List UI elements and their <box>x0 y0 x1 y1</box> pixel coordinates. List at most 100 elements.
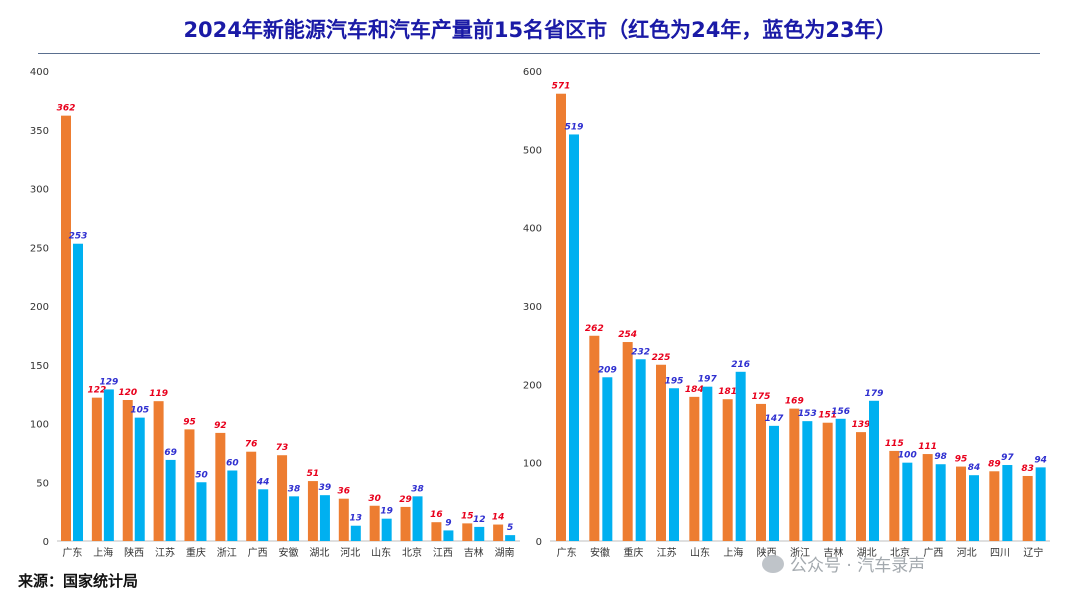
x-tick-label: 山东 <box>690 546 710 559</box>
y-tick-label: 300 <box>30 185 49 196</box>
data-label-2024: 111 <box>918 442 937 452</box>
data-label-2024: 95 <box>955 455 968 465</box>
data-label-2024: 30 <box>368 494 381 504</box>
bar-2023 <box>505 535 516 541</box>
data-label-2023: 253 <box>69 232 88 242</box>
bar-2023 <box>474 526 485 541</box>
bar-2023 <box>635 359 646 541</box>
bar-2024 <box>338 498 349 541</box>
y-tick-label: 0 <box>43 537 49 548</box>
data-label-2024: 571 <box>552 82 571 92</box>
bar-2024 <box>722 399 733 541</box>
bar-2023 <box>969 475 979 541</box>
y-tick-label: 300 <box>523 302 542 313</box>
bar-2024 <box>689 396 700 541</box>
bar-2024 <box>400 506 411 541</box>
data-label-2024: 83 <box>1021 464 1034 474</box>
bar-2023 <box>319 495 330 541</box>
x-tick-label: 江西 <box>433 547 453 559</box>
x-tick-label: 山东 <box>371 546 391 559</box>
bar-2024 <box>922 454 933 541</box>
data-label-2023: 105 <box>130 406 149 416</box>
data-label-2024: 119 <box>149 389 168 399</box>
bar-2024 <box>369 505 380 541</box>
x-tick-label: 安徽 <box>590 546 610 559</box>
data-label-2024: 122 <box>87 386 106 396</box>
y-tick-label: 200 <box>30 302 49 313</box>
data-label-2023: 12 <box>473 515 486 525</box>
bar-2023 <box>73 243 83 541</box>
data-label-2023: 195 <box>665 376 684 386</box>
x-tick-label: 安徽 <box>279 546 299 559</box>
wechat-icon <box>762 554 784 573</box>
data-label-2023: 97 <box>1001 453 1014 463</box>
data-label-2024: 362 <box>57 104 76 114</box>
bar-2024 <box>656 364 666 541</box>
y-tick-label: 600 <box>523 67 542 78</box>
y-tick-label: 400 <box>523 224 542 235</box>
data-label-2023: 216 <box>731 360 750 370</box>
x-tick-label: 吉林 <box>823 546 843 559</box>
bar-2024 <box>1022 475 1033 541</box>
bar-2023 <box>134 417 145 541</box>
data-label-2024: 36 <box>338 487 351 497</box>
x-tick-label: 河北 <box>340 547 360 559</box>
y-tick-label: 200 <box>523 380 542 391</box>
bar-2024 <box>91 397 102 541</box>
bar-2023 <box>1035 467 1046 541</box>
y-tick-label: 100 <box>30 420 49 431</box>
bar-2023 <box>869 400 879 541</box>
data-label-2023: 39 <box>319 483 332 493</box>
data-label-2024: 262 <box>585 324 604 334</box>
x-tick-label: 吉林 <box>464 546 484 559</box>
title-divider <box>38 53 1040 54</box>
x-tick-label: 湖北 <box>309 547 329 559</box>
data-label-2024: 92 <box>214 421 227 431</box>
source-note: 来源：国家统计局 <box>18 572 139 590</box>
bar-2024 <box>789 408 800 541</box>
data-label-2023: 44 <box>256 477 270 487</box>
data-label-2023: 84 <box>968 463 981 473</box>
data-label-2023: 19 <box>380 507 393 517</box>
data-label-2023: 147 <box>765 414 785 424</box>
data-label-2023: 98 <box>934 452 947 462</box>
data-label-2024: 29 <box>399 495 412 505</box>
bar-2024 <box>277 455 288 541</box>
data-label-2023: 38 <box>411 484 424 494</box>
data-label-2023: 209 <box>598 365 617 375</box>
bar-2024 <box>184 429 195 541</box>
data-label-2023: 69 <box>164 448 177 458</box>
bar-2024 <box>153 401 164 541</box>
data-label-2023: 5 <box>507 523 513 533</box>
data-label-2024: 151 <box>818 411 837 421</box>
bar-2023 <box>165 459 176 541</box>
bar-2023 <box>569 134 579 541</box>
y-tick-label: 50 <box>36 478 49 489</box>
data-label-2023: 50 <box>195 470 208 480</box>
bar-2023 <box>735 371 746 541</box>
x-tick-label: 广东 <box>557 546 577 559</box>
bar-2023 <box>1002 465 1013 541</box>
bar-2024 <box>462 523 473 541</box>
bar-2023 <box>412 496 423 541</box>
data-label-2024: 139 <box>852 420 871 430</box>
bar-2024 <box>889 450 900 541</box>
data-label-2024: 16 <box>430 510 443 520</box>
bar-2024 <box>989 471 1000 541</box>
x-tick-label: 重庆 <box>186 546 206 559</box>
x-tick-label: 重庆 <box>623 546 643 559</box>
bar-2024 <box>556 93 566 541</box>
x-tick-label: 湖北 <box>857 547 877 559</box>
data-label-2023: 519 <box>565 122 584 132</box>
bar-2023 <box>289 496 300 541</box>
bar-2023 <box>103 389 114 541</box>
x-tick-label: 广东 <box>62 546 82 559</box>
data-label-2024: 115 <box>885 439 904 449</box>
data-label-2023: 156 <box>831 407 850 417</box>
bar-2023 <box>443 530 454 541</box>
data-label-2024: 73 <box>276 443 289 453</box>
bar-2023 <box>258 489 269 541</box>
data-label-2024: 184 <box>685 385 704 395</box>
data-label-2023: 179 <box>865 389 884 399</box>
